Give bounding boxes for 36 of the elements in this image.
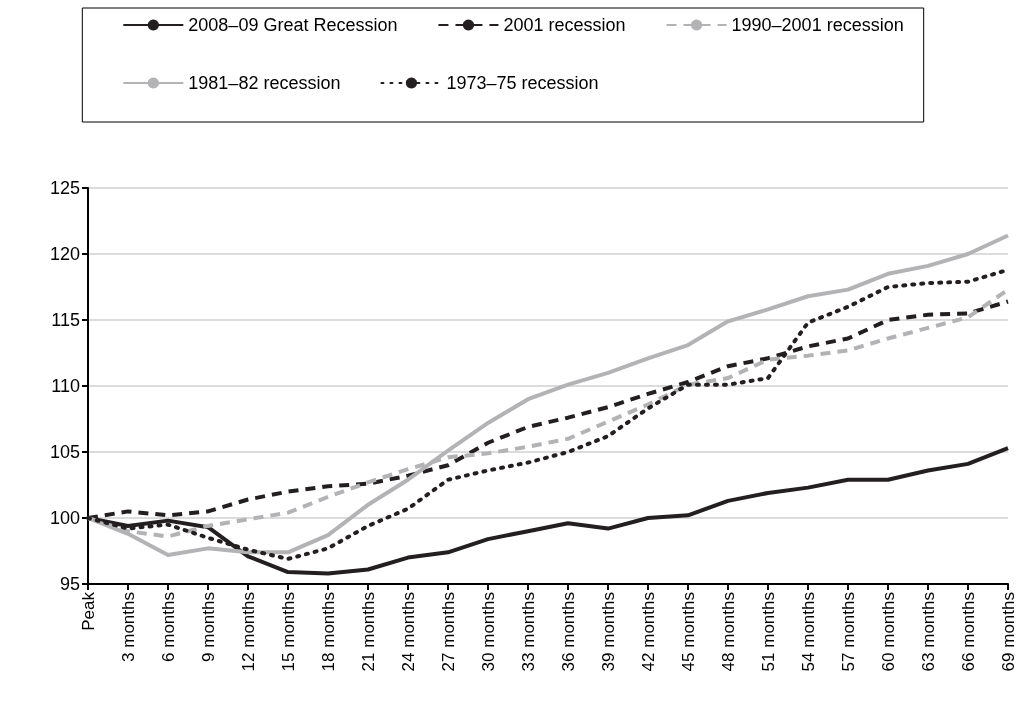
x-tick-label: 42 months: [638, 592, 658, 672]
x-tick-label: 12 months: [238, 592, 258, 672]
y-tick-label: 105: [49, 442, 80, 462]
x-tick-label: 27 months: [438, 592, 458, 672]
x-tick-label: 24 months: [398, 592, 418, 672]
x-tick-label: 21 months: [358, 592, 378, 672]
x-tick-label: 36 months: [558, 592, 578, 672]
x-tick-label: 3 months: [118, 592, 138, 662]
legend-label: 1981–82 recession: [188, 73, 341, 93]
y-tick-label: 115: [51, 310, 80, 330]
x-tick-label: Peak: [78, 591, 98, 631]
y-tick-label: 125: [49, 178, 80, 198]
x-tick-label: 69 months: [998, 592, 1018, 672]
x-tick-label: 18 months: [318, 592, 338, 672]
x-tick-label: 9 months: [198, 592, 218, 662]
x-tick-label: 63 months: [918, 592, 938, 672]
x-tick-label: 15 months: [278, 592, 298, 672]
x-tick-label: 57 months: [838, 592, 858, 672]
x-tick-label: 39 months: [598, 592, 618, 672]
x-tick-label: 54 months: [798, 592, 818, 672]
x-tick-label: 66 months: [958, 592, 978, 672]
legend-label: 1973–75 recession: [446, 73, 599, 93]
y-tick-label: 120: [49, 244, 80, 264]
y-tick-label: 110: [51, 376, 80, 396]
y-tick-label: 100: [49, 508, 80, 528]
x-tick-label: 6 months: [158, 592, 178, 662]
y-tick-label: 95: [59, 574, 80, 594]
x-tick-label: 33 months: [518, 592, 538, 672]
x-tick-label: 30 months: [478, 592, 498, 672]
legend-label: 2008–09 Great Recession: [188, 15, 398, 35]
legend-label: 2001 recession: [503, 15, 626, 35]
legend-label: 1990–2001 recession: [731, 15, 904, 35]
x-tick-label: 51 months: [758, 592, 778, 672]
x-tick-label: 48 months: [718, 592, 738, 672]
x-tick-label: 60 months: [878, 592, 898, 672]
x-tick-label: 45 months: [678, 592, 698, 672]
